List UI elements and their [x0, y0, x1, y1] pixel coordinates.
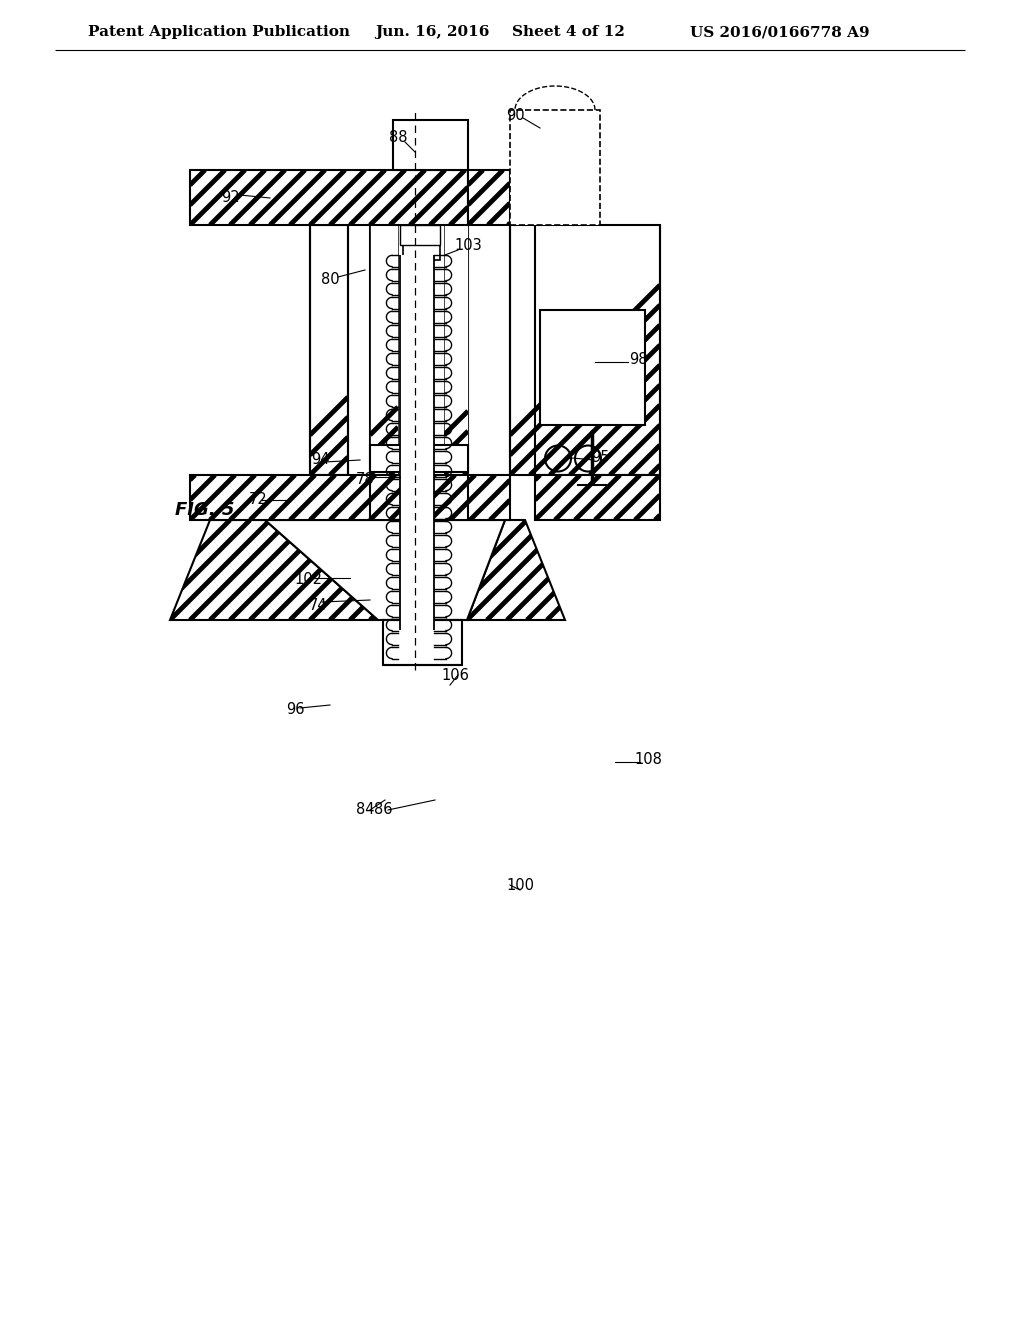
- Text: US 2016/0166778 A9: US 2016/0166778 A9: [690, 25, 869, 40]
- Text: 106: 106: [441, 668, 469, 682]
- Text: 94: 94: [310, 453, 330, 467]
- Polygon shape: [370, 224, 398, 475]
- Text: 88: 88: [389, 131, 408, 145]
- Text: 98: 98: [629, 352, 647, 367]
- Polygon shape: [190, 170, 468, 224]
- Bar: [403, 224, 440, 260]
- Text: Jun. 16, 2016: Jun. 16, 2016: [375, 25, 489, 40]
- Bar: [393, 120, 468, 170]
- Text: 74: 74: [308, 598, 328, 612]
- Text: Sheet 4 of 12: Sheet 4 of 12: [512, 25, 625, 40]
- Bar: [370, 445, 468, 473]
- Text: 80: 80: [321, 272, 339, 288]
- Bar: [383, 620, 462, 665]
- Text: 86: 86: [374, 803, 392, 817]
- Bar: [510, 110, 600, 224]
- Text: 84: 84: [355, 803, 374, 817]
- Bar: [400, 224, 440, 246]
- Text: 108: 108: [634, 752, 662, 767]
- Polygon shape: [467, 520, 565, 620]
- Bar: [400, 255, 434, 630]
- Text: 102: 102: [294, 573, 322, 587]
- Polygon shape: [265, 520, 505, 620]
- Polygon shape: [444, 224, 468, 475]
- Polygon shape: [310, 224, 348, 475]
- Polygon shape: [190, 475, 510, 520]
- Text: 90: 90: [506, 107, 524, 123]
- Polygon shape: [170, 520, 378, 620]
- Bar: [540, 310, 645, 425]
- Text: Patent Application Publication: Patent Application Publication: [88, 25, 350, 40]
- Text: 92: 92: [221, 190, 240, 206]
- Text: 96: 96: [286, 702, 304, 718]
- Text: 72: 72: [249, 492, 267, 507]
- Polygon shape: [510, 224, 660, 475]
- Polygon shape: [535, 475, 660, 520]
- Polygon shape: [468, 170, 510, 224]
- Text: 100: 100: [506, 878, 534, 892]
- Text: 78: 78: [355, 473, 375, 487]
- Text: FIG. 5: FIG. 5: [175, 502, 234, 519]
- Bar: [370, 475, 468, 520]
- Text: 103: 103: [454, 238, 482, 252]
- Text: 95: 95: [591, 450, 609, 466]
